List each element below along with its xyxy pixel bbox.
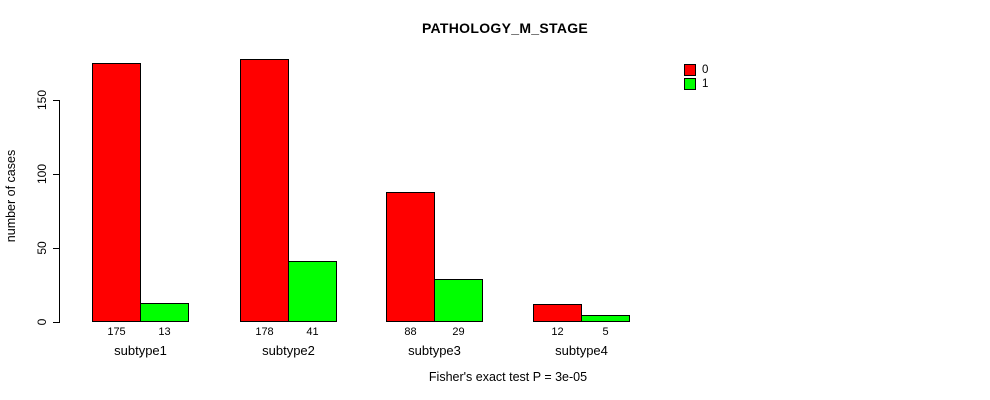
legend-swatch-green-icon bbox=[684, 78, 696, 90]
legend-swatch-red-icon bbox=[684, 64, 696, 76]
y-axis-tick bbox=[53, 248, 59, 249]
y-axis-tick-label: 0 bbox=[35, 318, 49, 326]
bar-value-label-1-subtype3: 29 bbox=[452, 326, 465, 338]
bar-value-label-1-subtype1: 13 bbox=[158, 326, 171, 338]
bar-value-label-1-subtype2: 41 bbox=[306, 326, 319, 338]
bar-1-subtype2 bbox=[288, 261, 337, 322]
bar-0-subtype1 bbox=[92, 63, 141, 322]
legend-item-1: 1 bbox=[684, 77, 708, 91]
legend: 0 1 bbox=[684, 63, 708, 91]
x-axis-category-label-subtype3: subtype3 bbox=[408, 343, 461, 358]
x-axis-category-label-subtype4: subtype4 bbox=[555, 343, 608, 358]
legend-label-0: 0 bbox=[702, 64, 709, 76]
fisher-test-annotation: Fisher's exact test P = 3e-05 bbox=[428, 370, 588, 384]
bar-0-subtype4 bbox=[533, 304, 582, 322]
bar-0-subtype3 bbox=[386, 192, 435, 322]
y-axis-tick-label: 150 bbox=[35, 89, 49, 111]
y-axis-tick bbox=[53, 322, 59, 323]
x-axis-category-label-subtype1: subtype1 bbox=[114, 343, 167, 358]
legend-label-1: 1 bbox=[702, 78, 709, 90]
y-axis-tick bbox=[53, 100, 59, 101]
y-axis-tick-label: 50 bbox=[35, 241, 49, 255]
bar-0-subtype2 bbox=[240, 59, 289, 322]
chart-title: PATHOLOGY_M_STAGE bbox=[421, 20, 589, 36]
y-axis-tick-label: 100 bbox=[35, 163, 49, 185]
bar-value-label-0-subtype3: 88 bbox=[404, 326, 417, 338]
bar-1-subtype1 bbox=[140, 303, 189, 322]
bar-1-subtype3 bbox=[434, 279, 483, 322]
x-axis-category-label-subtype2: subtype2 bbox=[262, 343, 315, 358]
y-axis-tick bbox=[53, 174, 59, 175]
y-axis-title: number of cases bbox=[4, 149, 18, 243]
legend-item-0: 0 bbox=[684, 63, 708, 77]
bar-1-subtype4 bbox=[581, 315, 630, 322]
bar-value-label-1-subtype4: 5 bbox=[602, 326, 609, 338]
y-axis-line bbox=[59, 100, 60, 323]
bar-value-label-0-subtype1: 175 bbox=[107, 326, 126, 338]
bar-value-label-0-subtype4: 12 bbox=[551, 326, 564, 338]
bar-value-label-0-subtype2: 178 bbox=[255, 326, 274, 338]
